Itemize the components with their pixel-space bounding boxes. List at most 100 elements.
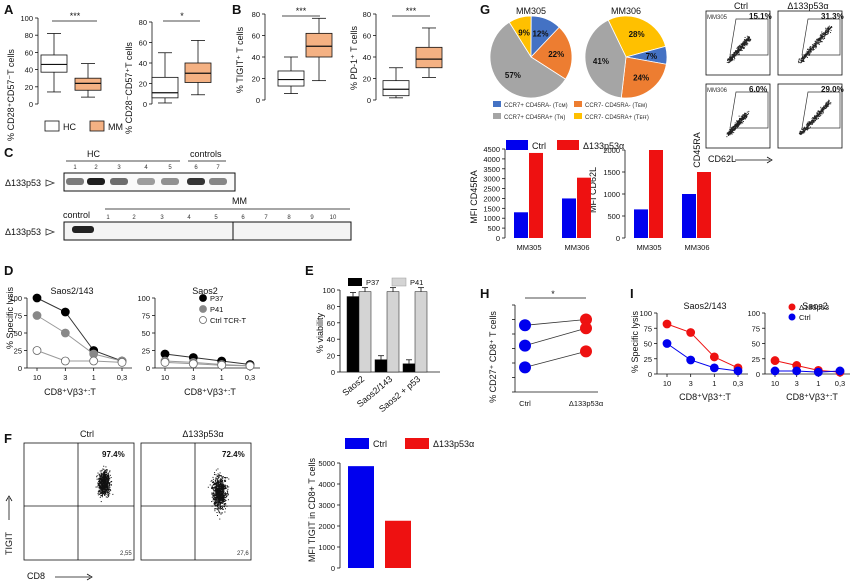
flow-f-ctrl-dot (101, 476, 103, 478)
flow-f-d133-dot (222, 499, 224, 501)
g-bar-cd45ra-bar-0-0 (514, 212, 528, 238)
flow-f-ctrl-dot (101, 491, 103, 493)
flow-g-305-d133-dot (810, 47, 812, 49)
flow-f-d133-dot (226, 486, 228, 488)
flow-f-yaxis-label: TIGIT (4, 532, 14, 555)
flow-g-305-d133-dot (826, 31, 828, 33)
i1-point-0-2 (709, 352, 719, 362)
flow-f-d133-dot (220, 481, 222, 483)
flow-f-ctrl-dot (109, 482, 111, 484)
flow-f-ctrl-dot (107, 486, 109, 488)
flow-g-305-ctrl-dot (728, 59, 730, 61)
flow-g-306-ctrl-dot (743, 114, 745, 116)
flow-f-d133-dot (216, 480, 218, 482)
flow-f-ctrl-dot (101, 486, 103, 488)
flow-g-305-ctrl-dot (746, 40, 748, 42)
flow-f-ctrl-dot (107, 478, 109, 480)
flow-f-d133-dot (216, 501, 218, 503)
flow-f-d133-dot (215, 486, 217, 488)
flow-f-ctrl-dot (101, 485, 103, 487)
flow-f-d133-dot (217, 505, 219, 507)
flow-g-305-ctrl-dot (731, 57, 733, 59)
flow-f-d133-dot (216, 491, 218, 493)
flow-f-d133-dot (215, 504, 217, 506)
flow-g-305-d133-dot (801, 57, 803, 59)
blot-top-lane-7: 7 (216, 165, 220, 171)
flow-f-d133-dot (216, 484, 218, 486)
flow-g-305-d133-dot (828, 28, 830, 30)
flow-f-d133-dot (222, 505, 224, 507)
flow-f-ctrl-dot (101, 495, 103, 497)
flow-f-d133-dot (221, 500, 223, 502)
e-ytick-label-1: 20 (327, 352, 335, 361)
flow-g-306-d133-dot (817, 110, 819, 112)
flow-f-ctrl-dot (104, 485, 106, 487)
f-ytick-label-3: 3000 (318, 501, 335, 510)
flow-g-306-ctrl-dot (745, 112, 747, 114)
flow-f-d133-dot (224, 479, 226, 481)
flow-f-d133-dot (224, 492, 226, 494)
d2-xtick-label-2: 1 (220, 373, 224, 382)
flow-f-ctrl-dot (99, 475, 101, 477)
flow-g-305-ctrl-dot (744, 42, 746, 44)
flow-g-306-d133-dot (807, 121, 809, 123)
flow-g-305-d133-dot (824, 35, 826, 37)
flow-f-d133-dot (216, 487, 218, 489)
flow-f-d133-dot (213, 496, 215, 498)
flow-f-ctrl-dot (105, 477, 107, 479)
flow-g-305-d133-dot (826, 30, 828, 32)
flow-g-306-d133-dot (802, 129, 804, 131)
flow-f-d133-dot (220, 508, 222, 510)
flow-g-306-d133-dot (828, 99, 830, 101)
flow-f-ctrl-dot (110, 481, 112, 483)
flow-g-305-ctrl-dot (739, 47, 741, 49)
flow-f-d133-dot (214, 502, 216, 504)
flow-g-305-ctrl-dot (749, 39, 751, 41)
flow-g-306-d133-dot (822, 111, 824, 113)
flow-f-d133-dot (211, 486, 213, 488)
flow-f-ctrl-dot (106, 472, 108, 474)
f-ytick-label-2: 2000 (318, 522, 335, 531)
flow-g-305-d133-dot (808, 50, 810, 52)
f-ytick-label-4: 4000 (318, 480, 335, 489)
flow-g-305-d133-dot (806, 52, 808, 54)
flow-f-d133-dot (211, 481, 213, 483)
flow-f-d133-dot (215, 486, 217, 488)
flow-f-d133-dot (219, 502, 221, 504)
flow-g-306-ctrl-dot (735, 126, 737, 128)
flow-g-305-d133-dot (822, 38, 824, 40)
flow-f-d133-dot (212, 484, 214, 486)
d1-line-0 (36, 297, 123, 362)
flow-g-305-ctrl-dot (744, 45, 746, 47)
d2-xtick-label-3: 0,3 (245, 373, 255, 382)
flow-f-d133-dot (218, 509, 220, 511)
b2-ytick-label-3: 60 (363, 32, 371, 41)
flow-f-ctrl-dot (99, 480, 101, 482)
flow-g-305-ctrl-dot (738, 46, 740, 48)
flow-g-305-d133-dot (803, 60, 805, 62)
flow-f-ctrl-dot (107, 491, 109, 493)
flow-f-ctrl-dot (97, 482, 99, 484)
flow-f-d133-dot (217, 507, 219, 509)
flow-g-306-ctrl-dot (726, 136, 728, 138)
flow-f-d133-dots (207, 468, 230, 520)
flow-g-305-ctrl-dot (741, 47, 743, 49)
flow-f-ctrl-dot (107, 479, 109, 481)
flow-g-305-ctrl-dot (740, 47, 742, 49)
flow-f-d133-dot (217, 478, 219, 480)
flow-f-d133-dot (220, 497, 222, 499)
d2-ytick-label-4: 100 (137, 294, 150, 303)
flow-f-d133-dot (214, 487, 216, 489)
flow-f-ctrl-dot (100, 475, 102, 477)
d1-ytick-label-3: 75 (14, 312, 22, 321)
b1-ytick-label-1: 20 (252, 75, 260, 84)
flow-f-d133-dot (223, 499, 225, 501)
flow-g-305-d133-dot (822, 35, 824, 37)
flow-f-d133-dot (218, 487, 220, 489)
flow-g-305-ctrl-dot (733, 54, 735, 56)
flow-g-306-d133-dot (811, 120, 813, 122)
flow-g-306-d133-dot (816, 116, 818, 118)
i2-ytick-label-0: 0 (756, 370, 760, 379)
flow-g-306-d133-dot (816, 113, 818, 115)
